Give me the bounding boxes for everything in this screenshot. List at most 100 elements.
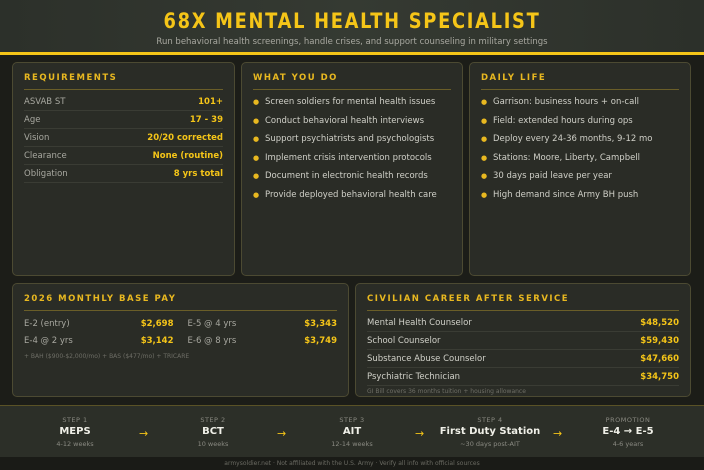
header: 68X MENTAL HEALTH SPECIALIST Run behavio… — [0, 0, 704, 52]
card-title: 2026 MONTHLY BASE PAY — [24, 294, 337, 311]
item-text: Garrison: business hours + on-call — [493, 97, 640, 108]
civilian-job-row: Psychiatric Technician $34,750 — [367, 368, 679, 386]
requirement-row: Clearance None (routine) — [24, 147, 223, 165]
requirement-row: Obligation 8 yrs total — [24, 165, 223, 183]
list-item: ● Provide deployed behavioral health care — [253, 186, 451, 205]
row-label: E-6 @ 8 yrs — [187, 335, 237, 346]
list-item: ● Support psychiatrists and psychologists — [253, 130, 451, 149]
civilian-job-row: Mental Health Counselor $48,520 — [367, 314, 679, 332]
bullet-icon: ● — [481, 190, 488, 199]
step-label: STEP 4 — [477, 416, 503, 424]
row-label: Substance Abuse Counselor — [367, 353, 486, 364]
civilian-card: CIVILIAN CAREER AFTER SERVICE Mental Hea… — [355, 283, 691, 397]
item-text: Stations: Moore, Liberty, Campbell — [493, 152, 641, 163]
requirements-card: REQUIREMENTS ASVAB ST 101+ Age 17 - 39 Visio… — [12, 62, 235, 276]
step-duration: 10 weeks — [197, 440, 229, 448]
bullet-icon: ● — [253, 190, 260, 199]
requirement-row: ASVAB ST 101+ — [24, 93, 223, 111]
row-value: 101+ — [198, 96, 223, 107]
list-item: ● 30 days paid leave per year — [481, 167, 679, 186]
item-text: Field: extended hours during ops — [493, 115, 633, 126]
step-title: MEPS — [59, 426, 91, 437]
row-value: 8 yrs total — [173, 168, 223, 179]
item-text: Support psychiatrists and psychologists — [265, 134, 435, 145]
career-step: STEP 4 First Duty Station ~30 days post-AI… — [430, 416, 550, 448]
bullet-icon: ● — [481, 98, 488, 107]
card-title: WHAT YOU DO — [253, 73, 451, 90]
list-item: ● Conduct behavioral health interviews — [253, 112, 451, 131]
daily-life-card: DAILY LIFE ● Garrison: business hours + o… — [469, 62, 691, 276]
list-item: ● High demand since Army BH push — [481, 186, 679, 205]
list-item: ● Document in electronic health records — [253, 167, 451, 186]
arrow-right-icon: → — [139, 427, 149, 440]
row-value: $3,142 — [140, 335, 174, 346]
career-step: STEP 3 AIT 12-14 weeks — [292, 416, 412, 448]
pay-row: E-2 (entry) $2,698 — [24, 315, 174, 332]
step-title: AIT — [342, 426, 362, 437]
row-label: Mental Health Counselor — [367, 317, 472, 328]
item-text: Document in electronic health records — [265, 171, 428, 182]
item-text: Deploy every 24-36 months, 9-12 mo — [493, 134, 653, 145]
row-label: E-4 @ 2 yrs — [24, 335, 73, 346]
list-item: ● Field: extended hours during ops — [481, 112, 679, 131]
row-value: $59,430 — [640, 335, 679, 346]
pay-card: 2026 MONTHLY BASE PAY E-2 (entry) $2,698 E… — [12, 283, 349, 397]
list-item: ● Garrison: business hours + on-call — [481, 93, 679, 112]
step-duration: ~30 days post-AIT — [460, 440, 520, 448]
bullet-icon: ● — [481, 116, 488, 125]
list-item: ● Stations: Moore, Liberty, Campbell — [481, 149, 679, 168]
list-item: ● Implement crisis intervention protocols — [253, 149, 451, 168]
bullet-icon: ● — [253, 153, 260, 162]
row-label: E-2 (entry) — [24, 318, 70, 329]
requirement-row: Age 17 - 39 — [24, 111, 223, 129]
item-text: Provide deployed behavioral health care — [265, 189, 437, 200]
bullet-icon: ● — [481, 153, 488, 162]
step-title: E-4 → E-5 — [602, 426, 654, 437]
step-label: STEP 1 — [62, 416, 88, 424]
page-title: 68X MENTAL HEALTH SPECIALIST — [163, 9, 541, 33]
career-step: PROMOTION E-4 → E-5 4-6 years — [568, 416, 688, 448]
civilian-job-row: School Counselor $59,430 — [367, 332, 679, 350]
bullet-icon: ● — [253, 98, 260, 107]
footer: armysoldier.net · Not affiliated with th… — [0, 457, 704, 470]
row-value: None (routine) — [152, 150, 223, 161]
step-duration: 12-14 weeks — [331, 440, 373, 448]
step-label: STEP 3 — [339, 416, 365, 424]
step-label: PROMOTION — [605, 416, 651, 424]
card-title: DAILY LIFE — [481, 73, 679, 90]
requirement-row: Vision 20/20 corrected — [24, 129, 223, 147]
bullet-icon: ● — [253, 135, 260, 144]
pay-row: E-5 @ 4 yrs $3,343 — [188, 315, 338, 332]
bullet-icon: ● — [481, 172, 488, 181]
row-label: Psychiatric Technician — [367, 371, 461, 382]
pay-row: E-4 @ 2 yrs $3,142 — [24, 332, 174, 349]
row-value: $48,520 — [640, 317, 679, 328]
row-value: $34,750 — [640, 371, 679, 382]
item-text: Screen soldiers for mental health issues — [265, 97, 436, 108]
row-value: 20/20 corrected — [147, 132, 223, 143]
pay-note: + BAH ($900-$2,000/mo) + BAS ($477/mo) +… — [24, 353, 190, 360]
duties-card: WHAT YOU DO ● Screen soldiers for mental … — [241, 62, 463, 276]
row-value: $2,698 — [140, 318, 174, 329]
bullet-icon: ● — [481, 135, 488, 144]
arrow-right-icon: → — [277, 427, 287, 440]
row-label: ASVAB ST — [24, 96, 66, 107]
step-title: BCT — [202, 426, 224, 437]
bullet-icon: ● — [253, 116, 260, 125]
item-text: Implement crisis intervention protocols — [265, 152, 432, 163]
row-value: 17 - 39 — [189, 114, 223, 125]
bullet-icon: ● — [253, 172, 260, 181]
row-value: $47,660 — [640, 353, 679, 364]
step-duration: 4-6 years — [612, 440, 644, 448]
row-label: Vision — [24, 132, 50, 143]
civilian-job-row: Substance Abuse Counselor $47,660 — [367, 350, 679, 368]
pay-row: E-6 @ 8 yrs $3,749 — [188, 332, 338, 349]
card-title: CIVILIAN CAREER AFTER SERVICE — [367, 294, 679, 311]
arrow-right-icon: → — [553, 427, 563, 440]
civilian-note: GI Bill covers 36 months tuition + housi… — [367, 388, 526, 395]
career-path: STEP 1 MEPS 4-12 weeks → STEP 2 BCT 10 weeks → S… — [0, 405, 704, 457]
row-value: $3,343 — [304, 318, 337, 329]
arrow-right-icon: → — [415, 427, 425, 440]
item-text: High demand since Army BH push — [493, 189, 639, 200]
item-text: 30 days paid leave per year — [493, 171, 612, 182]
